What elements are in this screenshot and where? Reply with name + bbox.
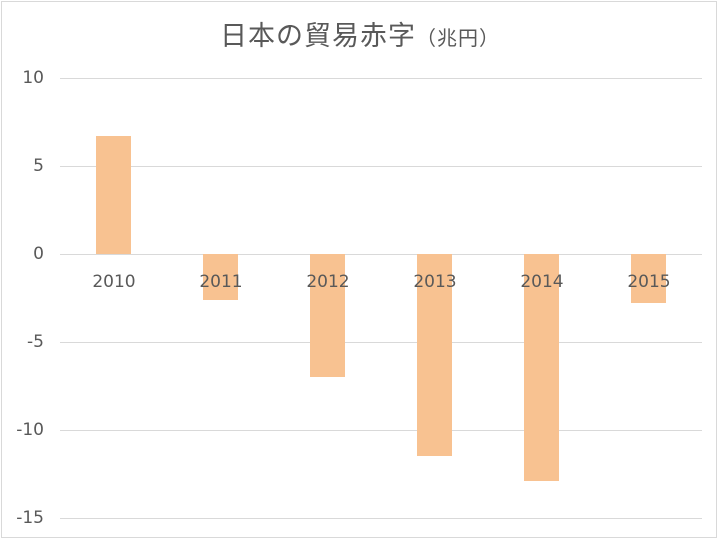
x-tick-label: 2010	[92, 272, 136, 292]
x-tick-label: 2011	[199, 272, 243, 292]
y-tick-label: -15	[16, 508, 44, 528]
chart-title-text: 日本の貿易赤字	[220, 21, 416, 52]
gridline	[60, 518, 702, 519]
chart-title-unit: （兆円）	[416, 26, 500, 50]
bar-2014	[524, 254, 559, 481]
x-tick-label: 2013	[413, 272, 457, 292]
gridline	[60, 342, 702, 343]
bar-2011	[203, 254, 238, 300]
y-tick-label: 0	[33, 244, 44, 264]
gridline	[60, 430, 702, 431]
bar-2015	[631, 254, 666, 303]
bar-2013	[417, 254, 452, 456]
gridline	[60, 166, 702, 167]
chart-title: 日本の貿易赤字（兆円）	[0, 14, 720, 53]
bar-2012	[310, 254, 345, 377]
gridline	[60, 78, 702, 79]
x-tick-label: 2014	[520, 272, 564, 292]
x-tick-label: 2012	[306, 272, 350, 292]
gridline	[60, 254, 702, 255]
y-tick-label: 5	[33, 156, 44, 176]
x-tick-label: 2015	[627, 272, 671, 292]
bar-2010	[96, 136, 131, 254]
y-tick-label: -10	[16, 420, 44, 440]
y-tick-label: -5	[27, 332, 44, 352]
y-tick-label: 10	[22, 68, 44, 88]
